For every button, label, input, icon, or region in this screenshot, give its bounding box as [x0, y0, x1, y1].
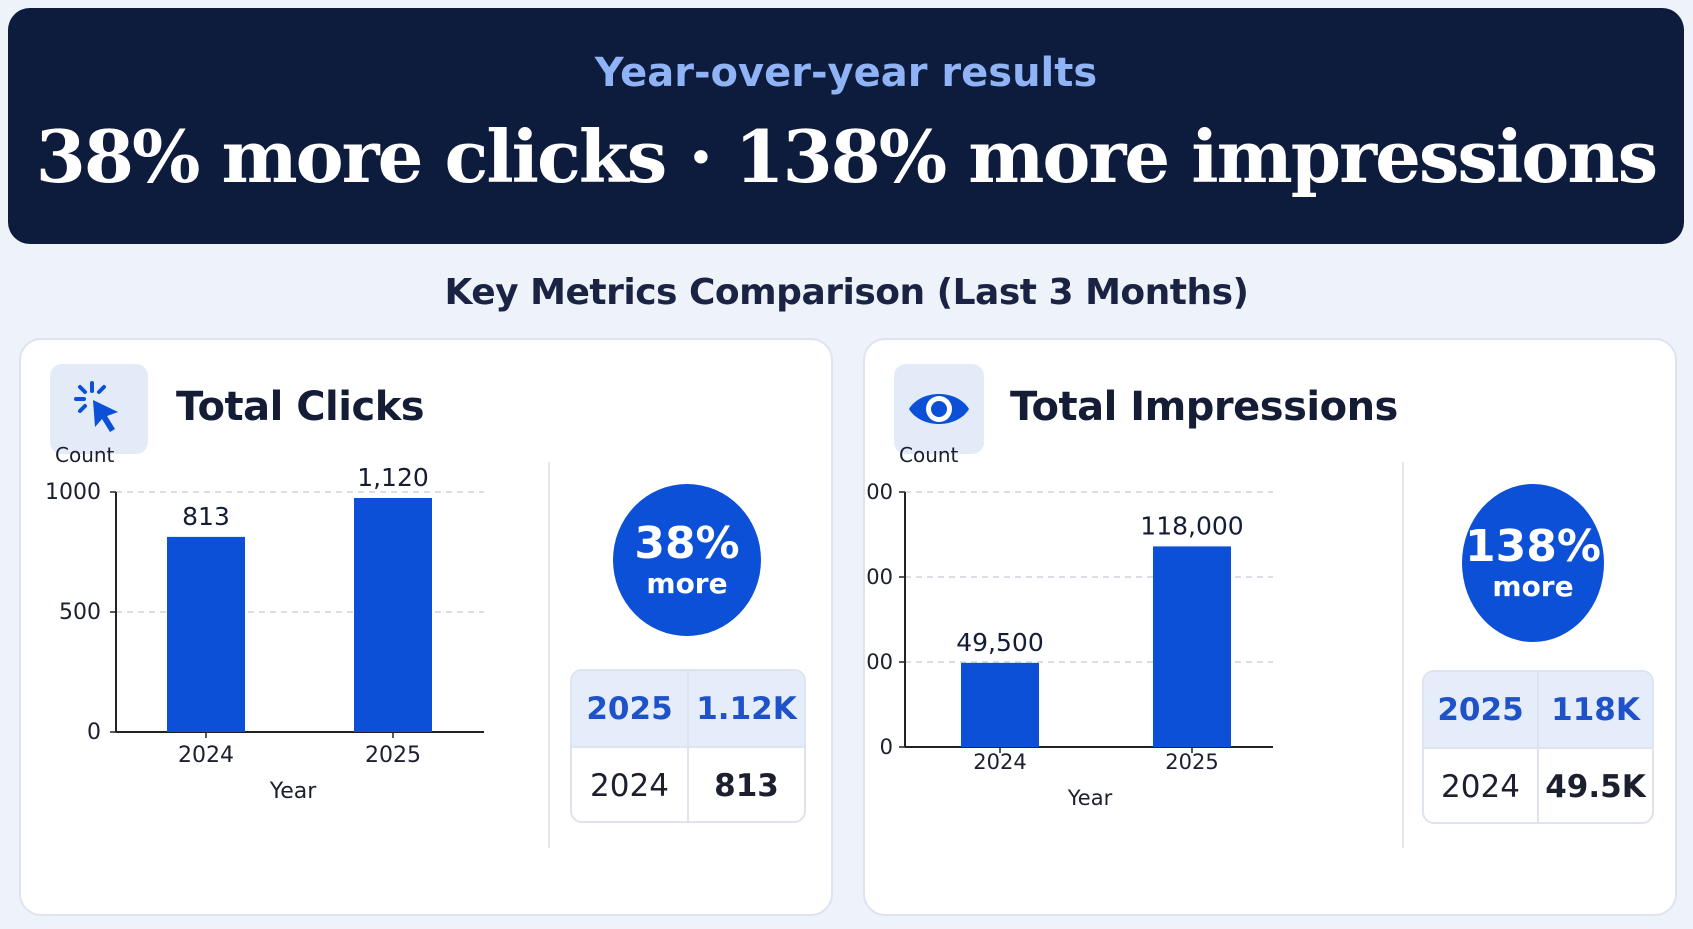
percent-label: more: [1492, 570, 1574, 603]
total-clicks-card: Total Clicks 0 500 1000 813 2024 1,120 2025 Cou…: [19, 338, 833, 916]
divider: [1402, 462, 1404, 848]
percent-value: 38%: [634, 518, 740, 569]
table-cell: 2024: [572, 748, 689, 821]
y-tick-label: 50000: [865, 650, 893, 674]
clicks-bar-chart: 0 500 1000 813 2024 1,120 2025 Count Year: [45, 443, 484, 804]
table-cell: 1.12K: [696, 690, 797, 727]
total-impressions-card: Total Impressions 0 50000 100000 150000 49,5…: [863, 338, 1677, 916]
year-summary-table: 2025 118K 2024 49.5K: [1422, 670, 1654, 824]
x-tick-label: 2024: [178, 743, 234, 768]
y-tick-label: 0: [880, 735, 893, 759]
y-tick-label: 100000: [865, 565, 893, 589]
y-tick-label: 150000: [865, 480, 893, 504]
table-cell: 118K: [1551, 691, 1640, 728]
eye-icon: [894, 364, 984, 454]
table-row: 2025 118K: [1424, 672, 1652, 749]
banner-subtitle: Year-over-year results: [594, 50, 1098, 96]
cursor-click-icon: [50, 364, 148, 454]
x-tick-label: 2025: [365, 743, 421, 768]
y-tick-label: 500: [59, 600, 101, 625]
divider: [548, 462, 550, 848]
data-label: 118,000: [1140, 511, 1243, 540]
table-cell: 813: [714, 767, 779, 804]
x-axis-label: Year: [1067, 786, 1113, 810]
percent-label: more: [646, 567, 728, 600]
y-tick-label: 0: [87, 720, 101, 745]
percent-change-badge: 38% more: [613, 484, 761, 636]
bar: [961, 662, 1039, 747]
table-row: 2024 49.5K: [1424, 749, 1652, 822]
table-cell: 2025: [1424, 672, 1539, 747]
data-label: 1,120: [357, 463, 429, 492]
banner-headline: 38% more clicks · 138% more impressions: [35, 114, 1658, 199]
bar: [354, 498, 432, 732]
x-tick-label: 2024: [973, 750, 1026, 774]
table-cell: 49.5K: [1545, 768, 1646, 805]
bar: [167, 536, 245, 732]
year-summary-table: 2025 1.12K 2024 813: [570, 669, 806, 823]
x-tick-label: 2025: [1165, 750, 1218, 774]
percent-change-badge: 138% more: [1462, 484, 1604, 642]
table-row: 2024 813: [572, 748, 804, 821]
data-label: 49,500: [956, 628, 1043, 657]
table-cell: 2024: [1424, 749, 1539, 822]
percent-value: 138%: [1465, 521, 1601, 572]
x-axis-label: Year: [269, 779, 318, 804]
table-cell: 2025: [572, 671, 689, 746]
section-title: Key Metrics Comparison (Last 3 Months): [444, 272, 1249, 313]
card-title: Total Impressions: [1010, 384, 1398, 430]
y-tick-label: 1000: [45, 480, 101, 505]
y-axis-label: Count: [899, 443, 959, 467]
headline-banner: Year-over-year results 38% more clicks ·…: [8, 8, 1684, 244]
table-row: 2025 1.12K: [572, 671, 804, 748]
data-label: 813: [182, 502, 230, 531]
y-axis-label: Count: [55, 443, 115, 467]
card-title: Total Clicks: [176, 384, 425, 430]
impressions-bar-chart: 0 50000 100000 150000 49,500 2024 118,000 2025 C…: [865, 443, 1273, 810]
bar: [1153, 546, 1231, 747]
